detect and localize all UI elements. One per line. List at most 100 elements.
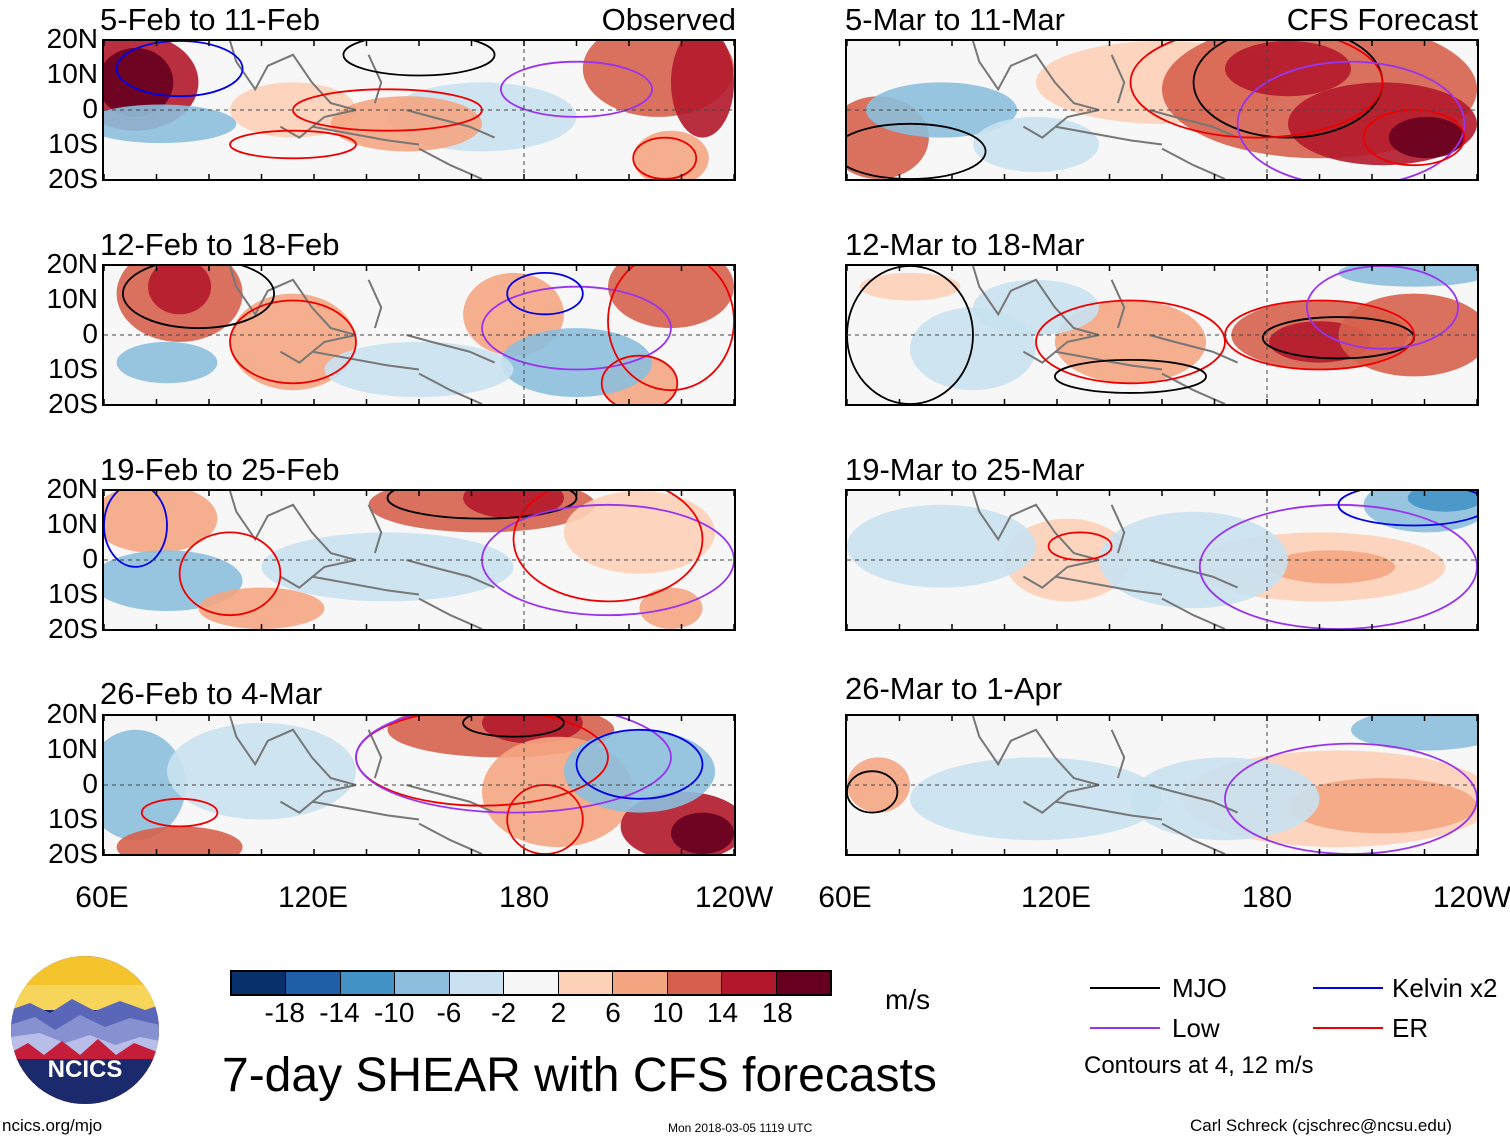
colorbar-tick-label: -18 [264, 997, 305, 1028]
legend-mjo-label: MJO [1172, 973, 1227, 1003]
shear-anomaly-blob [261, 532, 514, 602]
shear-anomaly-blob [859, 272, 961, 301]
shear-map-1 [104, 41, 734, 179]
shear-anomaly-blob [563, 729, 716, 813]
shear-anomaly-blob [167, 722, 356, 820]
shear-anomaly-blob [847, 504, 1036, 588]
shear-anomaly-blob [104, 47, 174, 117]
shear-anomaly-blob [500, 328, 653, 398]
colorbar-segment [667, 972, 723, 994]
contour-er [178, 531, 282, 617]
lat-tick-20s-row4: 20S [48, 838, 98, 869]
contour-mjo [462, 716, 565, 738]
lat-tick-10n-row4: 10N [46, 733, 98, 764]
lat-tick-10s-row4: 10S [48, 803, 98, 834]
chart-title: 7-day SHEAR with CFS forecasts [222, 1049, 937, 1102]
panel-title-5: 5-Mar to 11-Mar [845, 2, 1065, 37]
coastline [229, 41, 496, 179]
coastline [972, 716, 1239, 854]
map-panel-4 [102, 714, 736, 856]
colorbar-segment [558, 972, 614, 994]
lat-tick-10n-row2: 10N [46, 283, 98, 314]
lat-tick-20n-row4: 20N [46, 698, 98, 729]
lat-tick-0-row1: 0 [82, 93, 98, 124]
contour-mjo [847, 122, 987, 179]
lat-tick-10s-row2: 10S [48, 353, 98, 384]
contour-kelvin [506, 271, 584, 316]
contour-mjo [847, 770, 899, 814]
contour-er [229, 299, 357, 385]
contour-er [600, 354, 679, 404]
colorbar-segment [340, 972, 396, 994]
map-panel-3 [102, 489, 736, 631]
shear-anomaly-blob [1004, 518, 1131, 602]
shear-map-5 [847, 41, 1477, 179]
colorbar-tick-label: 18 [761, 997, 793, 1028]
panel-title-6: 12-Mar to 18-Mar [845, 227, 1085, 262]
shear-anomaly-blob [116, 826, 243, 854]
coastline [229, 491, 496, 629]
shear-anomaly-blob [1351, 716, 1477, 751]
contour-er [229, 129, 357, 160]
coastline [972, 41, 1239, 179]
colorbar-segment [232, 972, 287, 994]
contour-mjo [847, 266, 974, 404]
contour-er [607, 266, 734, 392]
lat-tick-20s-row3: 20S [48, 613, 98, 644]
contour-low [499, 60, 653, 118]
cfs-forecast-label: CFS Forecast [1286, 2, 1478, 37]
lat-tick-20n-row3: 20N [46, 473, 98, 504]
lon-tick-60e-left: 60E [75, 881, 129, 914]
lat-tick-20n-row2: 20N [46, 248, 98, 279]
map-panel-7 [845, 489, 1479, 631]
contour-kelvin [115, 41, 244, 98]
lat-tick-10n-row3: 10N [46, 508, 98, 539]
contour-low [481, 285, 672, 371]
contour-mjo [122, 266, 275, 329]
map-panel-5 [845, 39, 1479, 181]
colorbar-segment [722, 972, 777, 994]
lat-tick-0-row3: 0 [82, 543, 98, 574]
colorbar-tick-label: -10 [373, 997, 415, 1028]
colorbar-tick-label: 10 [652, 997, 684, 1028]
contour-er [140, 797, 219, 828]
colorbar-tick-label: -6 [436, 997, 462, 1028]
colorbar-tick-label: -2 [491, 997, 517, 1028]
shear-anomaly-blob [608, 266, 734, 329]
legend-er-label: ER [1392, 1013, 1429, 1043]
lat-tick-0-row2: 0 [82, 318, 98, 349]
contour-low [1306, 266, 1459, 350]
shear-anomaly-blob [847, 757, 910, 813]
contour-mjo [1053, 358, 1207, 394]
colorbar [230, 970, 832, 996]
lat-tick-20s-row1: 20S [48, 163, 98, 194]
shear-anomaly-blob [104, 104, 237, 144]
panel-title-1: 5-Feb to 11-Feb [100, 2, 320, 37]
shear-anomaly-blob [910, 757, 1162, 841]
colorbar-segment [776, 972, 830, 994]
lon-tick-120e-right: 120E [1020, 881, 1092, 914]
ncics-logo: NCICS [11, 956, 159, 1104]
legend-low-label: Low [1172, 1013, 1220, 1043]
shear-anomaly-blob [973, 116, 1099, 173]
legend-kelvin-line [1313, 987, 1383, 989]
timestamp: Mon 2018-03-05 1119 UTC [668, 1121, 813, 1135]
colorbar-segment [286, 972, 341, 994]
lon-tick-120e-left: 120E [277, 881, 349, 914]
lat-tick-20n-row1: 20N [46, 23, 98, 54]
lon-tick-120w-right: 120W [1432, 881, 1510, 914]
website-link[interactable]: ncics.org/mjo [2, 1116, 103, 1135]
contour-er [512, 491, 704, 603]
legend-mjo-line [1090, 987, 1160, 989]
contour-er [1362, 109, 1466, 167]
legend-er-line [1313, 1027, 1383, 1029]
shear-anomaly-blob [563, 491, 716, 574]
lat-tick-10s-row1: 10S [48, 128, 98, 159]
shear-anomaly-blob [104, 491, 218, 554]
shear-map-2 [104, 266, 734, 404]
shear-anomaly-blob [148, 266, 212, 315]
colorbar-segment [449, 972, 505, 994]
contour-er [1129, 41, 1384, 139]
colorbar-tick-label: 6 [605, 997, 621, 1028]
colorbar-tick-label: 14 [706, 997, 739, 1028]
